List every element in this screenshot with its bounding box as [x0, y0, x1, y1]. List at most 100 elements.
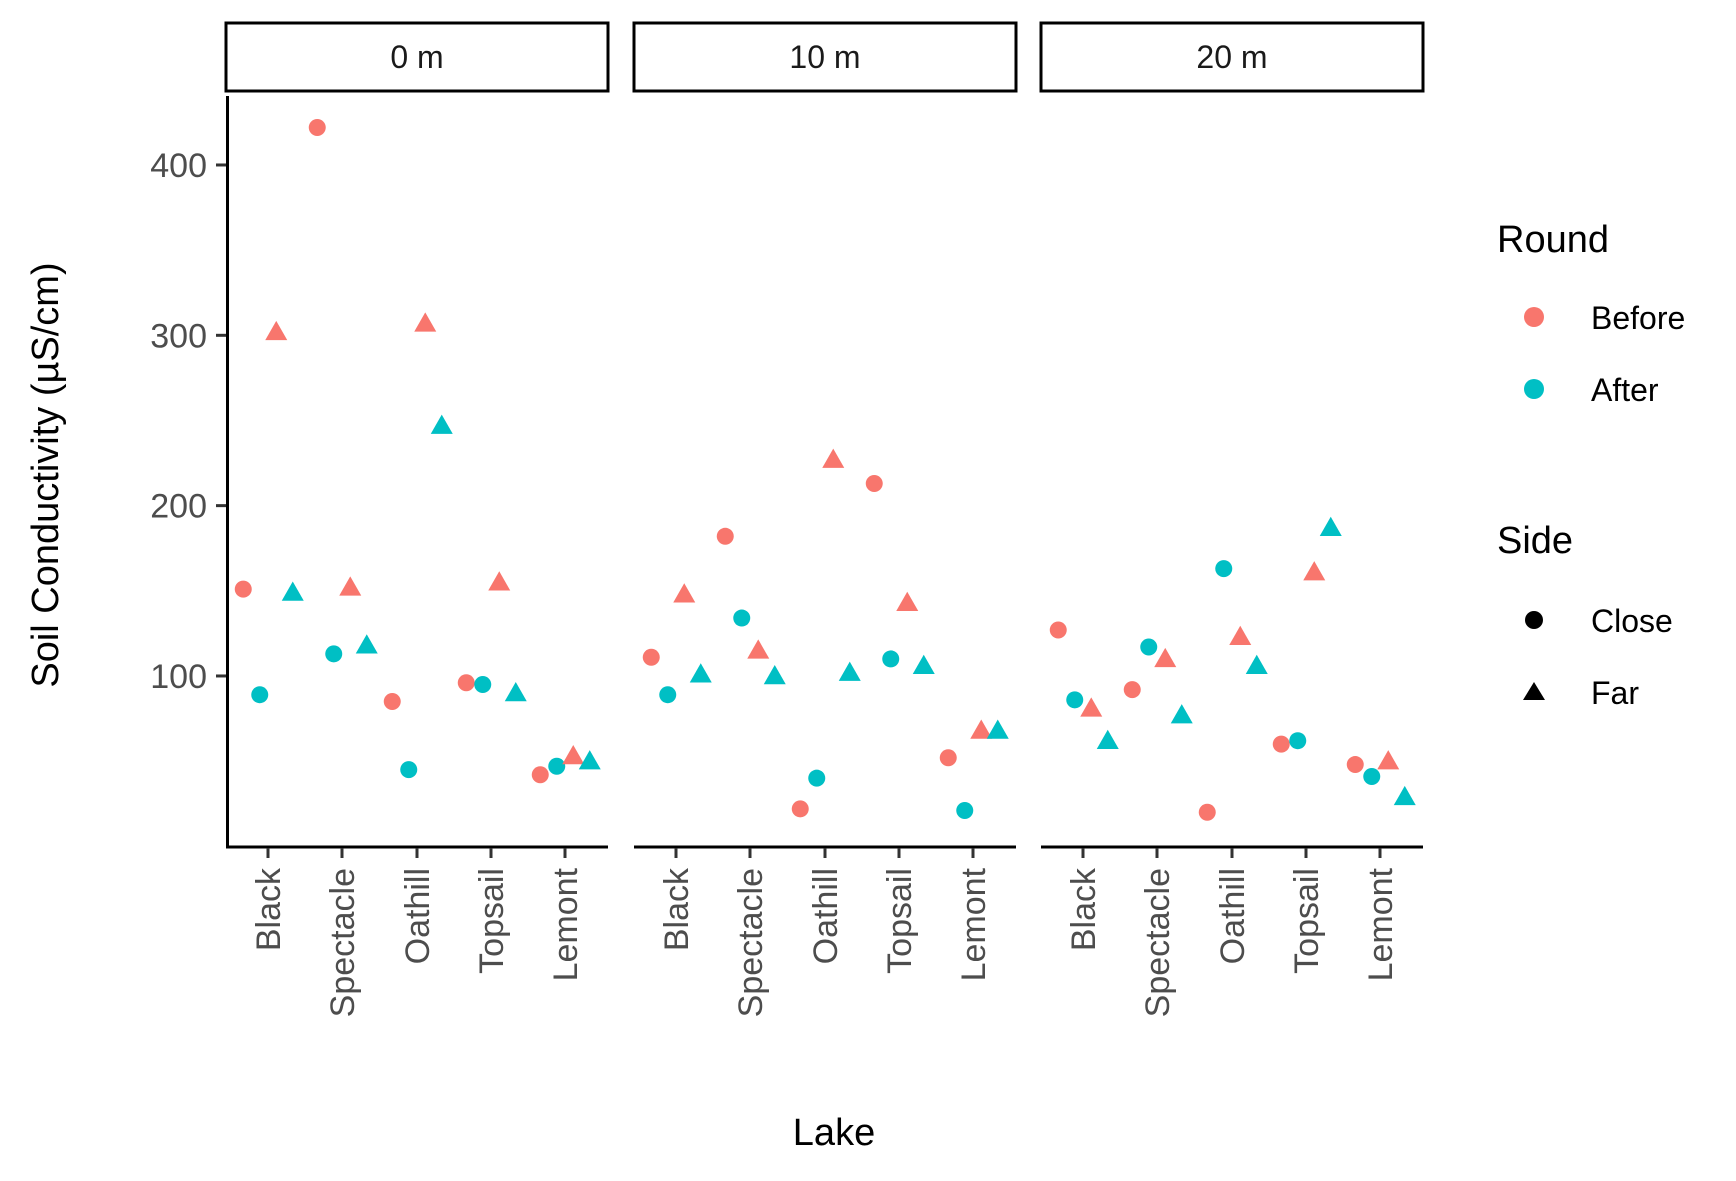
point-topsail-after-far [912, 654, 935, 675]
point-lemont-after-far [578, 750, 601, 770]
point-oathill-after-close [1215, 560, 1233, 578]
panel-10m: 10 m Black Spectacle Oathill Topsail Lemont [632, 21, 1018, 1017]
x-tick-label-spectacle: Spectacle [1139, 868, 1177, 1017]
point-black-after-far [1096, 729, 1119, 749]
point-oathill-after-close [400, 761, 418, 779]
point-black-after-far [281, 581, 304, 601]
point-oathill-before-close [383, 693, 401, 711]
panel-20m: 20 m Black Spectacle Oathill Topsail Lemont [1039, 21, 1425, 1017]
point-spectacle-after-far [763, 664, 786, 685]
point-oathill-after-far [838, 661, 861, 681]
y-tick-label: 100 [150, 658, 207, 696]
point-spectacle-after-far [355, 634, 378, 654]
legend-round-title: Round [1497, 219, 1609, 261]
point-topsail-before-far [1303, 561, 1326, 581]
point-oathill-after-far [430, 414, 453, 434]
legend-after-swatch [1524, 379, 1544, 399]
point-lemont-after-close [1363, 767, 1381, 785]
x-tick-label-oathill: Oathill [399, 868, 437, 964]
facet-strip [1039, 21, 1425, 93]
point-spectacle-before-far [339, 576, 362, 596]
legend-close-swatch [1525, 611, 1543, 629]
x-tick-label-oathill: Oathill [807, 868, 845, 964]
point-black-after-close [1066, 691, 1084, 709]
facet-strip [224, 21, 610, 93]
x-tick-label-oathill: Oathill [1214, 868, 1252, 964]
legend-close-label: Close [1591, 603, 1673, 639]
legend-far-swatch [1523, 682, 1545, 700]
point-oathill-before-far [822, 448, 845, 468]
point-topsail-before-far [896, 591, 919, 611]
point-spectacle-before-close [1123, 681, 1141, 699]
y-tick-label: 300 [150, 317, 207, 355]
point-black-after-close [659, 686, 677, 704]
y-tick-label: 200 [150, 488, 207, 526]
x-tick-label-topsail: Topsail [881, 868, 919, 974]
facet-strip [632, 21, 1018, 93]
point-topsail-before-close [457, 674, 475, 692]
point-lemont-before-far [562, 745, 585, 765]
point-topsail-before-close [1272, 735, 1290, 753]
point-topsail-after-close [882, 650, 900, 668]
point-lemont-before-far [1377, 750, 1400, 770]
point-black-before-close [642, 648, 660, 666]
point-black-after-far [689, 663, 712, 683]
legend-far-label: Far [1591, 675, 1639, 711]
point-black-before-far [265, 320, 288, 341]
x-tick-label-black: Black [1065, 867, 1103, 951]
point-spectacle-after-far [1170, 704, 1193, 724]
point-spectacle-after-close [325, 645, 343, 663]
point-spectacle-after-close [1140, 638, 1158, 656]
facet-strip-label: 10 m [789, 39, 860, 75]
y-tick-label: 400 [150, 147, 207, 185]
point-spectacle-before-close [716, 527, 734, 545]
x-axis-title: Lake [793, 1112, 875, 1154]
point-topsail-after-far [504, 682, 527, 702]
panel-0m: 0 m Black Spectacle Oathill Topsail Lemont [224, 21, 610, 1017]
point-lemont-after-close [548, 757, 566, 775]
x-tick-label-lemont: Lemont [955, 867, 993, 981]
point-lemont-before-close [939, 749, 957, 767]
point-oathill-after-close [808, 769, 826, 787]
point-topsail-after-far [1319, 516, 1342, 537]
x-tick-label-spectacle: Spectacle [324, 868, 362, 1017]
legend-side-title: Side [1497, 520, 1573, 562]
x-tick-label-lemont: Lemont [1362, 867, 1400, 981]
legend: Round Before After Side Close Far [1497, 219, 1685, 711]
point-lemont-after-far [986, 719, 1009, 739]
legend-before-label: Before [1591, 300, 1685, 336]
point-oathill-before-close [1198, 803, 1216, 821]
x-tick-label-black: Black [658, 867, 696, 951]
point-lemont-after-far [1393, 785, 1416, 806]
point-topsail-after-close [1289, 732, 1307, 750]
point-black-before-close [1049, 621, 1067, 639]
point-oathill-before-far [414, 312, 437, 332]
point-spectacle-before-close [308, 119, 326, 137]
y-axis: 100 200 300 400 [150, 96, 229, 849]
x-tick-label-lemont: Lemont [547, 867, 585, 981]
point-topsail-before-close [865, 474, 883, 492]
legend-before-swatch [1524, 307, 1544, 327]
y-axis-title: Soil Conductivity (µS/cm) [25, 262, 67, 687]
point-black-before-far [673, 583, 696, 603]
point-oathill-before-close [791, 800, 809, 818]
x-tick-label-black: Black [250, 867, 288, 951]
point-oathill-after-far [1245, 654, 1268, 675]
point-black-after-close [251, 686, 269, 704]
point-spectacle-before-far [747, 639, 770, 659]
point-oathill-before-far [1229, 625, 1252, 646]
point-lemont-after-close [956, 802, 974, 820]
point-topsail-before-far [488, 571, 511, 591]
point-lemont-before-close [531, 766, 549, 784]
facet-strip-label: 20 m [1196, 39, 1267, 75]
point-black-before-close [234, 580, 252, 598]
x-tick-label-spectacle: Spectacle [732, 868, 770, 1017]
point-topsail-after-close [474, 675, 492, 693]
point-black-before-far [1080, 697, 1103, 717]
legend-after-label: After [1591, 372, 1659, 408]
point-lemont-before-far [970, 719, 993, 739]
x-tick-label-topsail: Topsail [1288, 868, 1326, 974]
point-spectacle-before-far [1154, 647, 1177, 668]
